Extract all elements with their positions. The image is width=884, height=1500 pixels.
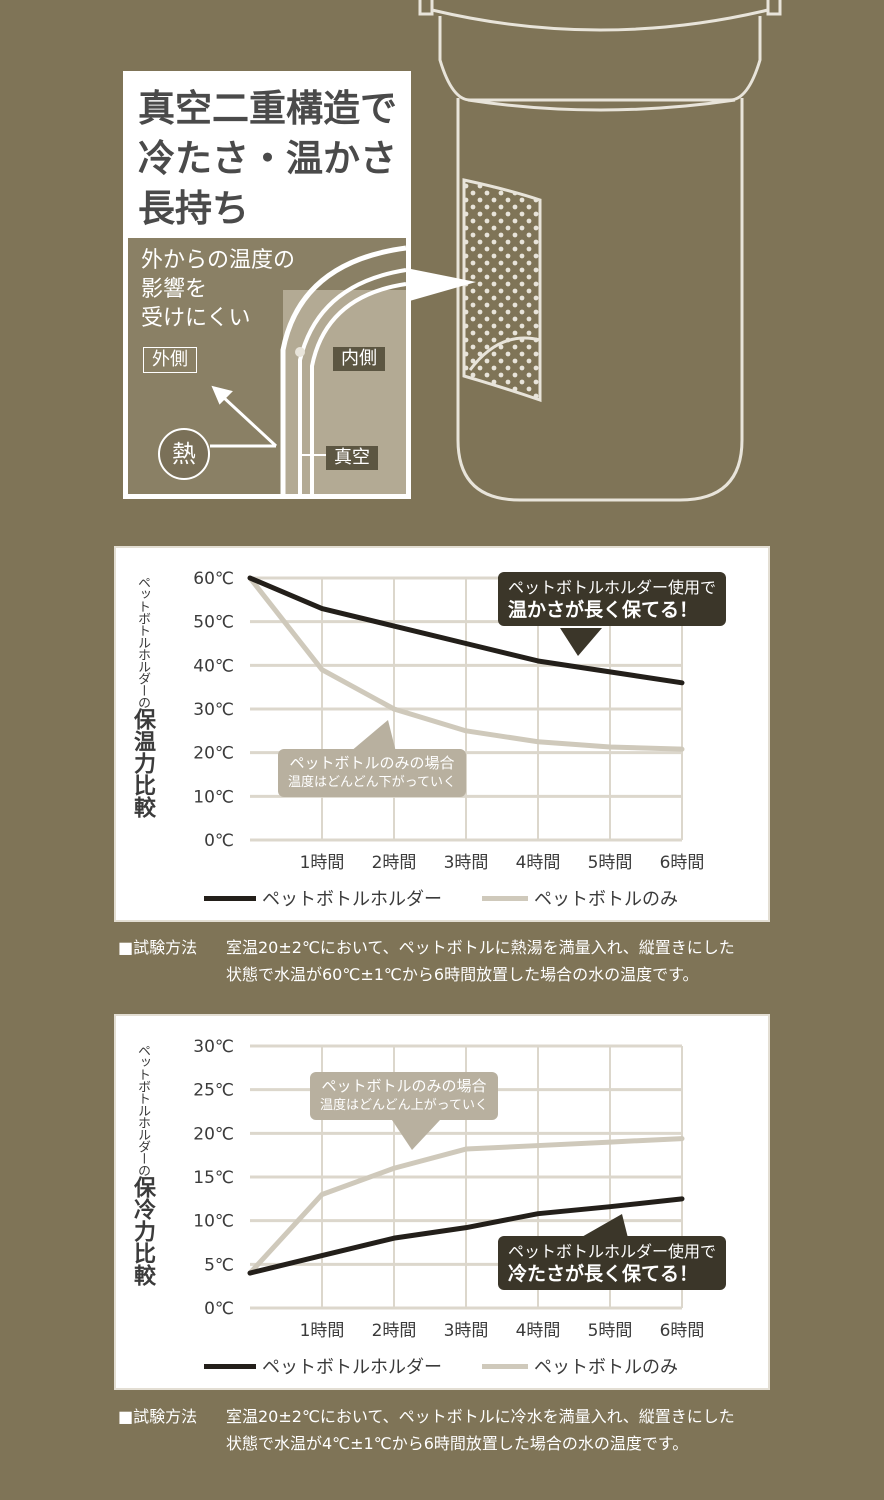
chart2-series-line-bottle-only [247,1136,685,1276]
chart1-holder-callout-line2: 温かさが長く保てる！ [508,599,699,621]
chart2-y-axis-title: ペットボトルホルダーの保冷力比較 [128,1044,158,1364]
chart2-x-tick-label: 5時間 [588,1321,633,1341]
chart1-series-line-bottle-only [247,575,685,752]
chart2-y-tick-label: 15℃ [193,1168,234,1188]
heat-arrows [210,385,278,448]
chart2-holder-callout-line2: 冷たさが長く保てる！ [508,1263,699,1285]
chart2-y-axis-title-big: 保冷力比較 [130,1176,155,1286]
chart1-holder-callout-pointer [560,628,602,656]
bottle-holder-image [418,0,782,502]
chart2-y-tick-label: 5℃ [204,1255,234,1275]
chart1-only-callout: ペットボトルのみの場合 温度はどんどん下がっていく [278,749,466,797]
chart1-x-tick-label: 3時間 [444,853,489,873]
chart1-y-tick-label: 60℃ [193,569,234,589]
chart2-only-callout: ペットボトルのみの場合 温度はどんどん上がっていく [310,1072,498,1120]
chart2-x-tick-label: 3時間 [444,1321,489,1341]
chart1-legend-holder: ペットボトルホルダー [262,889,442,910]
note1-line1: 室温20±2℃において、ペットボトルに熱湯を満量入れ、縦置きにした [226,938,735,957]
chart2-x-tick-label: 2時間 [372,1321,417,1341]
diagram-description: 外からの温度の 影響を 受けにくい [141,248,296,331]
wall-cross-section [280,245,407,494]
outside-label: 外側 [143,347,197,373]
heat-badge: 熱 [158,428,210,480]
chart1-y-tick-label: 20℃ [193,744,234,764]
chart1-y-tick-label: 40℃ [193,656,234,676]
chart2-y-tick-label: 0℃ [204,1299,234,1319]
note2-line1: 室温20±2℃において、ペットボトルに冷水を満量入れ、縦置きにした [226,1407,735,1426]
chart1-holder-callout: ペットボトルホルダー使用で 温かさが長く保てる！ [498,572,727,626]
chart2-y-tick-label: 10℃ [193,1212,234,1232]
chart1-y-axis-title-big: 保温力比較 [130,708,155,818]
chart1-series-line-holder [247,575,685,686]
chart2-y-tick-label: 25℃ [193,1081,234,1101]
inside-label: 内側 [333,347,385,371]
chart1-only-callout-line1: ペットボトルのみの場合 [289,754,455,772]
chart1-x-tick-label: 2時間 [372,853,417,873]
chart1-x-tick-label: 6時間 [660,853,705,873]
note1-line2: 状態で水温が60℃±1℃から6時間放置した場合の水の温度です。 [226,965,699,984]
chart1-y-tick-label: 10℃ [193,787,234,807]
chart1-only-callout-pointer [350,720,396,752]
chart1-only-callout-line2: 温度はどんどん下がっていく [288,775,456,790]
chart1-y-axis-title-small: ペットボトルホルダーの [135,576,150,708]
vacuum-label: 真空 [326,446,378,470]
chart1-y-tick-label: 0℃ [204,831,234,851]
chart1-y-axis-title: ペットボトルホルダーの保温力比較 [128,576,158,886]
chart2-only-callout-pointer [392,1120,440,1150]
chart1-holder-callout-line1: ペットボトルホルダー使用で [508,578,717,597]
cutaway-window [462,178,542,403]
chart2-legend-holder-swatch [204,1364,256,1369]
chart2-y-tick-label: 30℃ [193,1037,234,1057]
callout-pointer [406,268,476,302]
note2-label: ■試験方法 [118,1407,198,1426]
chart2-legend-only-swatch [482,1364,528,1369]
chart2-only-callout-line1: ペットボトルのみの場合 [321,1077,487,1095]
chart1-legend-only: ペットボトルのみ [534,889,678,910]
chart2-x-tick-label: 4時間 [516,1321,561,1341]
chart1-legend-holder-swatch [204,896,256,901]
chart2-holder-callout-pointer [580,1214,628,1238]
chart2-x-tick-label: 6時間 [660,1321,705,1341]
chart2-legend-holder: ペットボトルホルダー [262,1357,442,1378]
chart2-legend-only: ペットボトルのみ [534,1357,678,1378]
chart1-x-tick-label: 4時間 [516,853,561,873]
headline: 真空二重構造で 冷たさ・温かさ 長持ち [138,87,397,230]
chart2-only-callout-line2: 温度はどんどん上がっていく [320,1098,488,1113]
chart2-y-tick-label: 20℃ [193,1124,234,1144]
note1-label: ■試験方法 [118,938,198,957]
chart2-series-line-holder [247,1196,685,1276]
note2-line2: 状態で水温が4℃±1℃から6時間放置した場合の水の温度です。 [226,1434,689,1453]
chart1-x-tick-label: 1時間 [300,853,345,873]
chart1-legend-only-swatch [482,896,528,901]
chart2-holder-callout: ペットボトルホルダー使用で 冷たさが長く保てる！ [498,1236,727,1290]
chart1-y-tick-label: 50℃ [193,613,234,633]
chart2-y-axis-title-small: ペットボトルホルダーの [135,1044,150,1176]
chart2-holder-callout-line1: ペットボトルホルダー使用で [508,1242,717,1261]
test-method-note-2: ■試験方法 室温20±2℃において、ペットボトルに冷水を満量入れ、縦置きにした 状… [118,1403,798,1457]
chart1-y-tick-label: 30℃ [193,700,234,720]
chart1-x-tick-label: 5時間 [588,853,633,873]
test-method-note-1: ■試験方法 室温20±2℃において、ペットボトルに熱湯を満量入れ、縦置きにした 状… [118,934,798,988]
chart2-x-tick-label: 1時間 [300,1321,345,1341]
